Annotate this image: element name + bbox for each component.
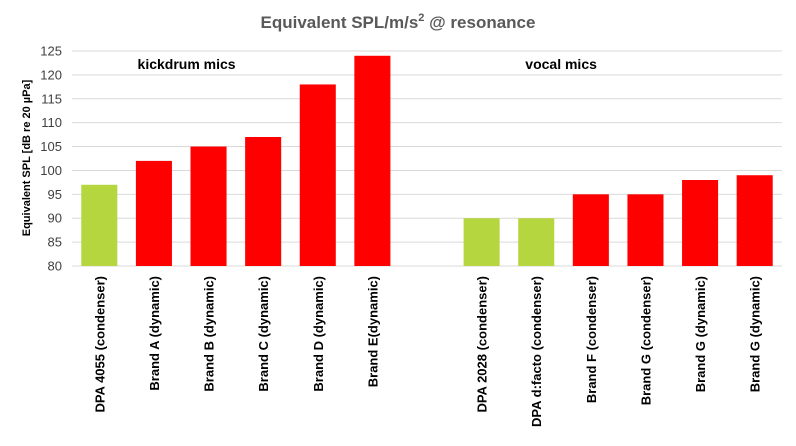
bar-chart: Equivalent SPL/m/s2 @ resonance Equivale… xyxy=(0,0,796,446)
y-tick-label: 90 xyxy=(48,211,62,226)
y-tick-label: 105 xyxy=(40,139,62,154)
y-tick-label: 95 xyxy=(48,187,62,202)
x-tick-label: Brand G (condenser) xyxy=(638,276,653,405)
y-tick-label: 120 xyxy=(40,67,62,82)
bar xyxy=(300,84,336,266)
x-tick-label: Brand C (dynamic) xyxy=(256,276,271,392)
bar xyxy=(191,147,227,266)
x-tick-label: Brand F (condenser) xyxy=(584,276,599,403)
x-tick-label: DPA d:facto (condenser) xyxy=(529,276,544,427)
y-axis-ticks: 80 85 90 95 100 105 110 115 120 125 xyxy=(40,44,62,274)
bar xyxy=(245,137,281,266)
bar xyxy=(81,185,117,266)
bar xyxy=(627,194,663,266)
bar xyxy=(682,180,718,266)
bar xyxy=(464,218,500,266)
bars xyxy=(81,56,772,266)
x-tick-label: Brand A (dynamic) xyxy=(147,276,162,391)
bar xyxy=(573,194,609,266)
gridlines xyxy=(72,51,782,266)
x-tick-label: Brand G (dynamic) xyxy=(748,276,763,392)
y-tick-label: 80 xyxy=(48,259,62,274)
x-tick-label: Brand B (dynamic) xyxy=(202,276,217,392)
y-tick-label: 125 xyxy=(40,44,62,59)
bar xyxy=(737,175,773,266)
y-tick-label: 115 xyxy=(41,91,62,106)
bar xyxy=(518,218,554,266)
x-tick-label: Brand D (dynamic) xyxy=(311,276,326,392)
chart-title-main: Equivalent SPL/m/s xyxy=(261,13,419,32)
bar xyxy=(354,56,390,266)
x-tick-label: Brand G (dynamic) xyxy=(693,276,708,392)
chart-title: Equivalent SPL/m/s2 @ resonance xyxy=(261,12,536,32)
group-label: kickdrum mics xyxy=(138,56,236,72)
x-tick-label: DPA 4055 (condenser) xyxy=(92,276,107,413)
y-tick-label: 85 xyxy=(48,235,62,250)
x-axis-labels: DPA 4055 (condenser) Brand A (dynamic) Bra… xyxy=(92,276,762,427)
x-tick-label: Brand E(dynamic) xyxy=(365,276,380,387)
group-label: vocal mics xyxy=(525,56,597,72)
bar xyxy=(136,161,172,266)
x-tick-label: DPA 2028 (condenser) xyxy=(475,276,490,413)
y-tick-label: 110 xyxy=(41,115,62,130)
y-tick-label: 100 xyxy=(40,163,62,178)
chart-title-suffix: @ resonance xyxy=(424,13,535,32)
y-axis-title: Equivalent SPL [dB re 20 µPa] xyxy=(21,79,33,236)
